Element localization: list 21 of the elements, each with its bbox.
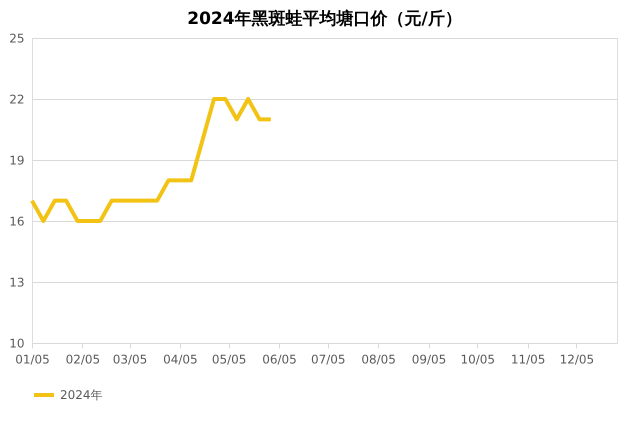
x-tick-label: 10/05: [460, 352, 496, 366]
x-tick-label: 08/05: [361, 352, 396, 366]
y-tick-label: 13: [9, 276, 24, 290]
chart-title: 2024年黑斑蛙平均塘口价（元/斤）: [187, 9, 462, 29]
x-tick-label: 01/05: [15, 352, 50, 366]
x-tick-label: 06/05: [262, 352, 297, 366]
y-tick-label: 19: [9, 154, 24, 168]
y-tick-label: 25: [9, 32, 24, 46]
x-tick-label: 11/05: [510, 352, 546, 366]
y-tick-label: 16: [9, 214, 24, 228]
x-tick-label: 09/05: [412, 352, 446, 366]
x-tick-label: 04/05: [163, 352, 198, 366]
x-tick-label: 07/05: [310, 352, 346, 366]
x-tick-label: 02/05: [66, 352, 100, 366]
line-series: [30, 97, 273, 223]
x-tick-label: 05/05: [212, 352, 246, 366]
y-tick-label: 22: [9, 92, 24, 106]
y-tick-label: 10: [9, 336, 24, 350]
legend-label: 2024年: [60, 388, 103, 402]
x-tick-label: 12/05: [560, 352, 594, 366]
x-tick-label: 03/05: [112, 352, 148, 366]
